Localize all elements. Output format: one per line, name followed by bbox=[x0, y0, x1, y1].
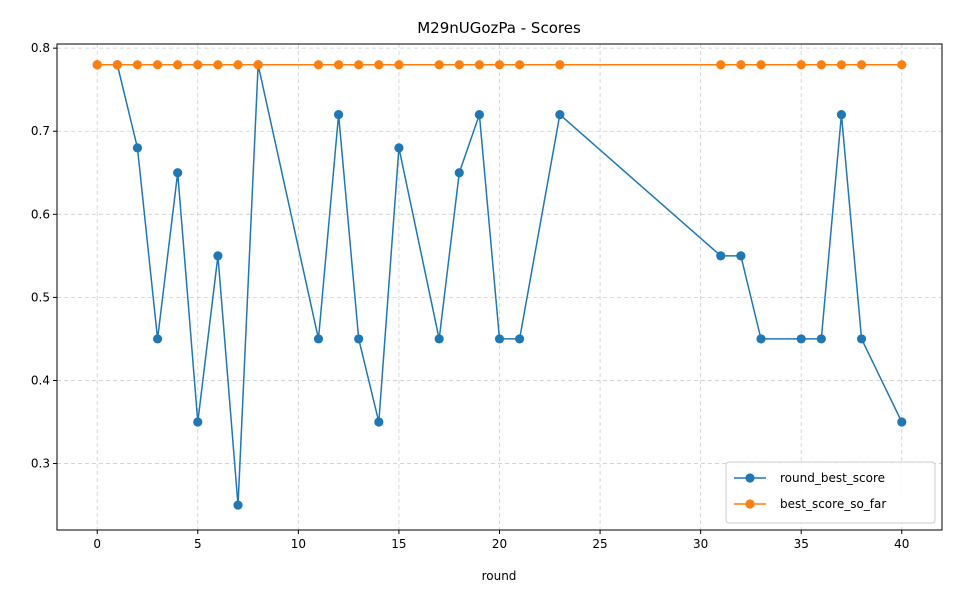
data-point bbox=[354, 334, 364, 344]
data-point bbox=[213, 60, 223, 70]
legend-label: best_score_so_far bbox=[780, 497, 886, 511]
data-point bbox=[213, 251, 223, 261]
data-point bbox=[374, 417, 384, 427]
x-axis-label: round bbox=[482, 569, 517, 583]
series-round_best_score bbox=[92, 60, 907, 510]
data-point bbox=[152, 60, 163, 70]
data-point bbox=[474, 60, 484, 70]
data-point bbox=[555, 60, 565, 70]
data-point bbox=[494, 334, 505, 344]
legend-label: round_best_score bbox=[780, 471, 885, 485]
data-point bbox=[515, 60, 525, 70]
data-point bbox=[313, 60, 324, 70]
data-point bbox=[756, 334, 766, 344]
data-point bbox=[233, 60, 243, 70]
legend-box bbox=[725, 461, 936, 524]
data-point bbox=[474, 110, 484, 120]
data-point bbox=[716, 251, 726, 261]
data-point bbox=[132, 143, 143, 153]
data-point bbox=[394, 143, 404, 153]
data-point bbox=[736, 251, 746, 261]
data-point bbox=[173, 168, 183, 178]
y-tick-label: 0.4 bbox=[31, 373, 50, 387]
data-point bbox=[374, 60, 384, 70]
data-point bbox=[836, 60, 847, 70]
series-line-round_best_score bbox=[97, 64, 903, 506]
legend: round_best_score best_score_so_far bbox=[725, 461, 936, 524]
data-point bbox=[313, 334, 324, 344]
data-point bbox=[756, 60, 766, 70]
y-tick-label: 0.6 bbox=[31, 207, 50, 221]
x-tick-label: 35 bbox=[794, 537, 809, 551]
data-point bbox=[856, 334, 867, 344]
y-tick-label: 0.5 bbox=[31, 290, 50, 304]
data-point bbox=[193, 417, 203, 427]
data-point bbox=[816, 60, 826, 70]
x-tick-label: 25 bbox=[592, 537, 607, 551]
data-point bbox=[173, 60, 183, 70]
data-point bbox=[434, 334, 444, 344]
data-point bbox=[716, 60, 726, 70]
data-point bbox=[354, 60, 364, 70]
data-point bbox=[796, 334, 806, 344]
x-tick-label: 5 bbox=[194, 537, 202, 551]
legend-marker bbox=[745, 473, 755, 483]
x-tick-label: 20 bbox=[492, 537, 507, 551]
chart-title: M29nUGozPa - Scores bbox=[417, 19, 581, 37]
data-point bbox=[836, 110, 847, 120]
data-point bbox=[454, 60, 464, 70]
data-point bbox=[494, 60, 505, 70]
legend-marker bbox=[745, 499, 755, 509]
x-tick-label: 10 bbox=[291, 537, 306, 551]
data-point bbox=[333, 110, 344, 120]
data-point bbox=[897, 417, 907, 427]
data-point bbox=[434, 60, 444, 70]
data-point bbox=[333, 60, 344, 70]
data-point bbox=[92, 60, 102, 70]
x-tick-label: 40 bbox=[894, 537, 909, 551]
grid bbox=[57, 44, 942, 530]
y-tick-label: 0.3 bbox=[31, 457, 50, 471]
data-point bbox=[515, 334, 525, 344]
data-point bbox=[253, 60, 263, 70]
series-area bbox=[92, 60, 907, 510]
data-point bbox=[796, 60, 806, 70]
data-point bbox=[816, 334, 826, 344]
y-tick-label: 0.8 bbox=[31, 41, 50, 55]
data-point bbox=[856, 60, 867, 70]
data-point bbox=[152, 334, 163, 344]
data-point bbox=[736, 60, 746, 70]
data-point bbox=[132, 60, 143, 70]
x-tick-label: 15 bbox=[391, 537, 406, 551]
data-point bbox=[112, 60, 122, 70]
ticks: 0 5 10 15 20 25 30 35 40 0.3 0.4 0.5 0.6 0.7 0.8 bbox=[31, 41, 910, 551]
x-tick-label: 30 bbox=[693, 537, 708, 551]
data-point bbox=[394, 60, 404, 70]
data-point bbox=[555, 110, 565, 120]
x-tick-label: 0 bbox=[93, 537, 101, 551]
series-best_score_so_far bbox=[92, 60, 907, 70]
data-point bbox=[193, 60, 203, 70]
data-point bbox=[454, 168, 464, 178]
data-point bbox=[233, 500, 243, 510]
y-tick-label: 0.7 bbox=[31, 124, 50, 138]
data-point bbox=[897, 60, 907, 70]
